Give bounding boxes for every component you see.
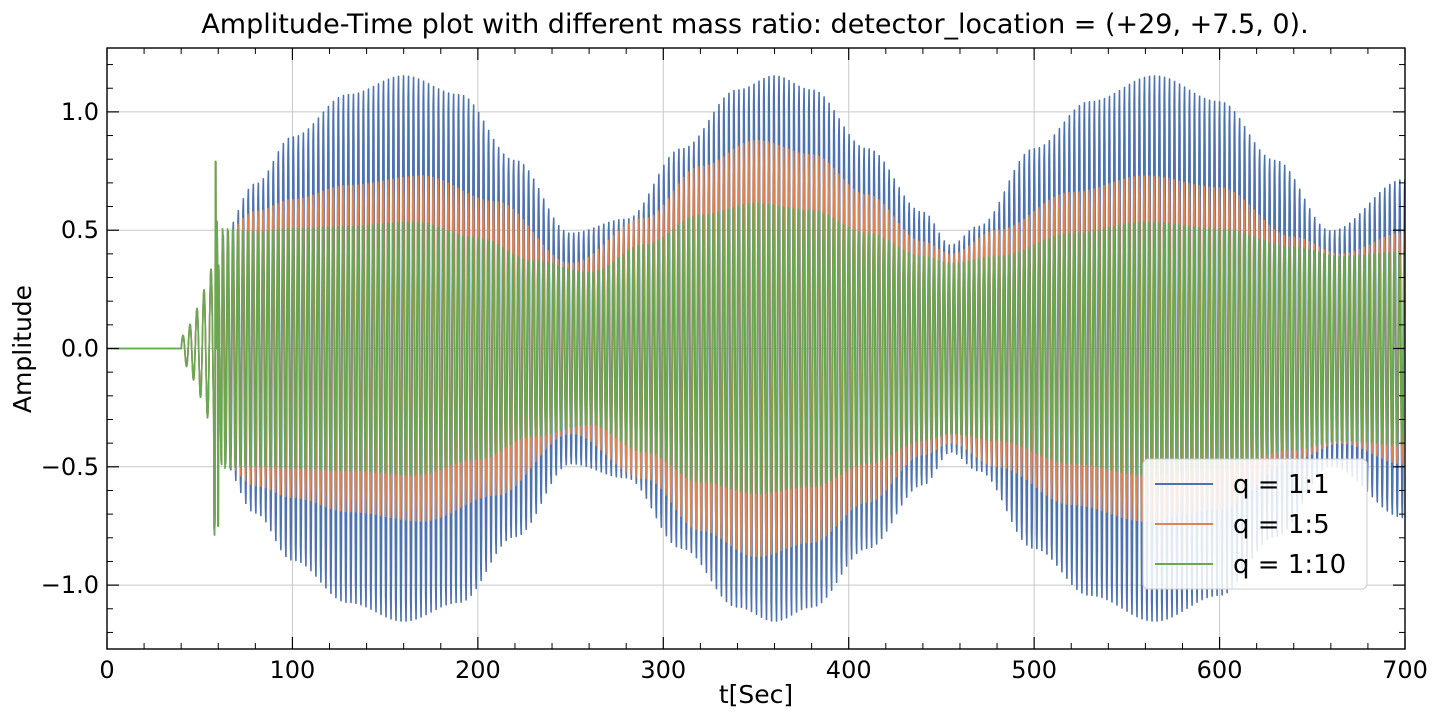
y-tick-label: 0.5 bbox=[61, 216, 99, 244]
x-tick-label: 500 bbox=[1011, 656, 1057, 684]
y-tick-label: 1.0 bbox=[61, 98, 99, 126]
axis-ticks: 0 100 200 300 400 500 600 700 −1.0 −0.5 0.0 0.5 1.0 bbox=[41, 48, 1428, 684]
chart-title: Amplitude-Time plot with different mass … bbox=[201, 9, 1308, 40]
x-axis-label: t[Sec] bbox=[719, 680, 793, 709]
x-tick-label: 600 bbox=[1197, 656, 1243, 684]
series-line-3 bbox=[107, 160, 1405, 536]
x-tick-label: 400 bbox=[826, 656, 872, 684]
x-tick-label: 700 bbox=[1382, 656, 1428, 684]
y-tick-label: −1.0 bbox=[41, 571, 99, 599]
y-tick-label: −0.5 bbox=[41, 453, 99, 481]
series-layer bbox=[107, 75, 1405, 622]
x-tick-label: 300 bbox=[640, 656, 686, 684]
legend-label: q = 1:5 bbox=[1233, 510, 1330, 540]
y-axis-label: Amplitude bbox=[8, 285, 37, 413]
legend-label: q = 1:10 bbox=[1233, 550, 1346, 580]
y-tick-label: 0.0 bbox=[61, 335, 99, 363]
x-tick-label: 100 bbox=[270, 656, 316, 684]
legend: q = 1:1 q = 1:5 q = 1:10 bbox=[1142, 458, 1368, 590]
legend-label: q = 1:1 bbox=[1233, 470, 1330, 500]
x-tick-label: 200 bbox=[455, 656, 501, 684]
legend-box bbox=[1142, 458, 1368, 590]
x-tick-label: 0 bbox=[99, 656, 114, 684]
